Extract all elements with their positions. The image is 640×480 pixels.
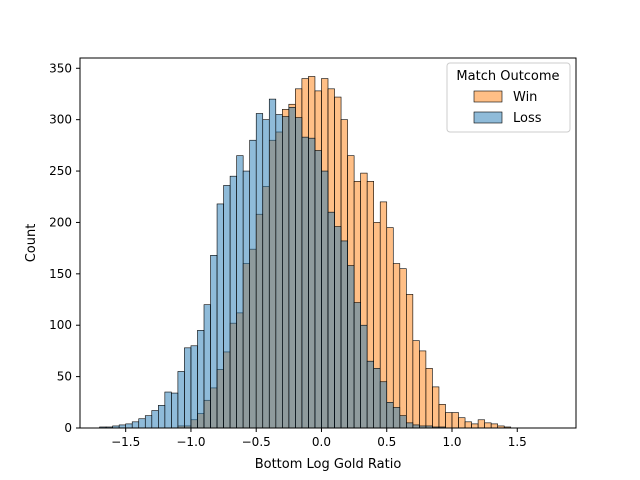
legend-swatch-win — [473, 90, 503, 103]
bar-loss — [366, 360, 374, 429]
bar-loss — [406, 422, 414, 429]
bar-win — [419, 350, 427, 429]
bar-loss — [353, 302, 361, 429]
x-axis-title: Bottom Log Gold Ratio — [255, 457, 402, 472]
bar-loss — [321, 170, 329, 429]
legend-title: Match Outcome — [456, 69, 559, 84]
bar-loss — [268, 98, 277, 429]
bar-loss — [210, 255, 218, 429]
bar-loss — [282, 116, 290, 429]
bar-loss — [255, 113, 264, 429]
bar-win — [477, 419, 485, 429]
bar-loss — [360, 324, 368, 429]
x-tick-label: 1.5 — [508, 435, 527, 449]
bar-win — [406, 294, 414, 429]
bar-loss — [151, 410, 159, 429]
bar-loss — [184, 347, 192, 429]
bar-loss — [138, 418, 146, 429]
x-tick-label: 0.0 — [312, 435, 331, 449]
x-tick-label: −1.5 — [111, 435, 140, 449]
bar-win — [432, 386, 440, 429]
bar-loss — [171, 392, 179, 429]
bar-loss — [223, 185, 231, 429]
y-tick-label: 350 — [49, 61, 72, 75]
y-tick-label: 300 — [49, 113, 72, 127]
y-tick-label: 250 — [49, 164, 72, 178]
y-tick-label: 0 — [64, 421, 72, 435]
plot-frame — [79, 57, 577, 429]
legend-label-loss: Loss — [513, 111, 542, 126]
bar-win — [412, 340, 420, 429]
bar-win — [386, 227, 394, 429]
bar-loss — [334, 226, 342, 429]
legend: Match Outcome Win Loss — [446, 62, 571, 133]
bar-loss — [314, 150, 322, 429]
bar-loss — [144, 415, 153, 429]
bar-loss — [399, 415, 407, 429]
legend-label-win: Win — [513, 90, 537, 105]
bar-win — [392, 263, 401, 429]
bar-loss — [216, 203, 224, 429]
bar-loss — [177, 371, 185, 429]
y-tick-label: 100 — [49, 318, 72, 332]
bar-loss — [242, 170, 250, 429]
bar-win — [464, 421, 472, 429]
bar-loss — [236, 155, 244, 429]
bar-loss — [203, 304, 211, 429]
bar-loss — [392, 407, 401, 429]
bar-loss — [327, 211, 335, 429]
bar-win — [425, 368, 433, 429]
bar-loss — [275, 114, 283, 429]
x-tick-label: −0.5 — [242, 435, 271, 449]
bar-win — [484, 422, 492, 429]
y-tick-label: 50 — [57, 370, 72, 384]
bar-win — [451, 412, 459, 429]
bar-loss — [125, 423, 133, 429]
bar-loss — [197, 330, 205, 429]
bar-win — [458, 417, 466, 429]
x-tick-label: −1.0 — [176, 435, 205, 449]
bar-loss — [340, 240, 348, 429]
y-axis-title: Count — [24, 224, 39, 263]
x-tick-label: 0.5 — [377, 435, 396, 449]
bar-loss — [164, 391, 172, 429]
bar-loss — [295, 117, 303, 429]
bar-loss — [288, 107, 296, 429]
y-axis-ticks: 0 50 100 150 200 250 300 350 — [49, 61, 80, 435]
y-tick-label: 150 — [49, 267, 72, 281]
bar-loss — [249, 139, 257, 429]
bar-win — [471, 423, 479, 429]
bar-loss — [373, 368, 381, 429]
bar-loss — [386, 402, 394, 429]
bar-loss — [190, 345, 198, 429]
bar-win — [438, 404, 446, 429]
bar-win — [445, 412, 453, 429]
bar-loss — [347, 265, 355, 429]
bar-win — [399, 268, 407, 429]
bar-loss — [262, 119, 270, 429]
bar-win — [490, 423, 498, 429]
y-tick-label: 200 — [49, 215, 72, 229]
bar-loss — [158, 405, 166, 429]
bar-loss — [229, 175, 237, 429]
x-axis-ticks: −1.5 −1.0 −0.5 0.0 0.5 1.0 1.5 — [111, 428, 527, 449]
bar-loss — [131, 421, 140, 429]
legend-swatch-loss — [473, 111, 503, 124]
bar-loss — [308, 137, 316, 429]
x-tick-label: 1.0 — [442, 435, 461, 449]
bar-loss — [379, 381, 388, 429]
bar-loss — [301, 136, 309, 429]
